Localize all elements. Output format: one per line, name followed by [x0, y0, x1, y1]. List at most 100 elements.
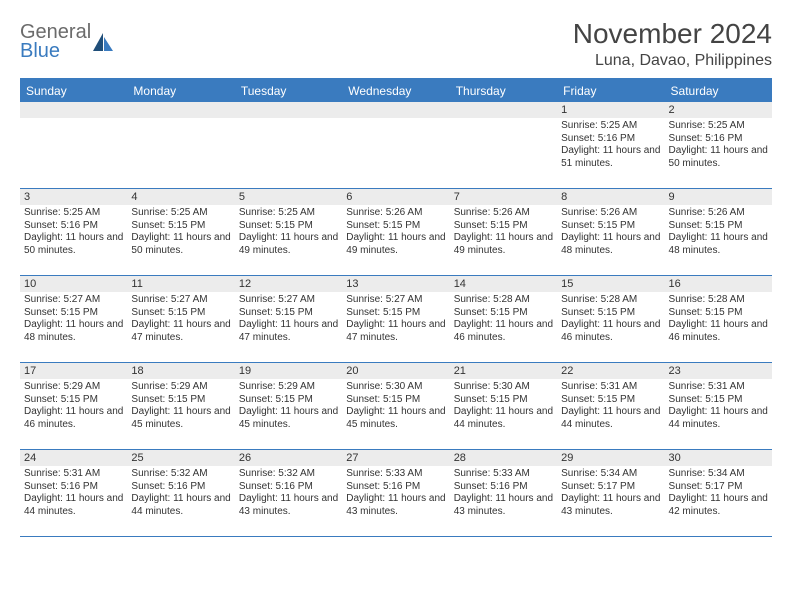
sunrise-label: Sunrise: 5:33 AM	[454, 468, 553, 481]
sunset-label: Sunset: 5:15 PM	[346, 394, 445, 407]
sunrise-label: Sunrise: 5:27 AM	[131, 294, 230, 307]
day-number: 14	[450, 276, 557, 292]
sunset-label: Sunset: 5:15 PM	[561, 394, 660, 407]
day-cell: 5Sunrise: 5:25 AMSunset: 5:15 PMDaylight…	[235, 189, 342, 275]
daylight-label: Daylight: 11 hours and 43 minutes.	[239, 493, 338, 518]
sunset-label: Sunset: 5:15 PM	[239, 220, 338, 233]
header: General Blue November 2024 Luna, Davao, …	[20, 18, 772, 70]
day-body: Sunrise: 5:33 AMSunset: 5:16 PMDaylight:…	[342, 466, 449, 522]
calendar-table: Sunday Monday Tuesday Wednesday Thursday…	[20, 78, 772, 537]
day-number: 19	[235, 363, 342, 379]
daylight-label: Daylight: 11 hours and 47 minutes.	[131, 319, 230, 344]
day-cell: 6Sunrise: 5:26 AMSunset: 5:15 PMDaylight…	[342, 189, 449, 275]
daylight-label: Daylight: 11 hours and 47 minutes.	[239, 319, 338, 344]
daylight-label: Daylight: 11 hours and 51 minutes.	[561, 145, 660, 170]
day-number: 6	[342, 189, 449, 205]
daylight-label: Daylight: 11 hours and 45 minutes.	[346, 406, 445, 431]
day-cell: 14Sunrise: 5:28 AMSunset: 5:15 PMDayligh…	[450, 276, 557, 362]
day-cell: 9Sunrise: 5:26 AMSunset: 5:15 PMDaylight…	[665, 189, 772, 275]
sunset-label: Sunset: 5:16 PM	[346, 481, 445, 494]
week-row: 3Sunrise: 5:25 AMSunset: 5:16 PMDaylight…	[20, 189, 772, 276]
sunset-label: Sunset: 5:15 PM	[346, 307, 445, 320]
day-cell	[450, 102, 557, 188]
day-body: Sunrise: 5:28 AMSunset: 5:15 PMDaylight:…	[665, 292, 772, 348]
sunrise-label: Sunrise: 5:28 AM	[669, 294, 768, 307]
day-cell: 28Sunrise: 5:33 AMSunset: 5:16 PMDayligh…	[450, 450, 557, 536]
sunset-label: Sunset: 5:15 PM	[454, 394, 553, 407]
daylight-label: Daylight: 11 hours and 43 minutes.	[561, 493, 660, 518]
sunrise-label: Sunrise: 5:25 AM	[561, 120, 660, 133]
day-cell: 12Sunrise: 5:27 AMSunset: 5:15 PMDayligh…	[235, 276, 342, 362]
sunset-label: Sunset: 5:16 PM	[454, 481, 553, 494]
sunrise-label: Sunrise: 5:25 AM	[239, 207, 338, 220]
sunrise-label: Sunrise: 5:32 AM	[239, 468, 338, 481]
day-number: 17	[20, 363, 127, 379]
sunrise-label: Sunrise: 5:28 AM	[454, 294, 553, 307]
sunset-label: Sunset: 5:15 PM	[239, 394, 338, 407]
day-number: 26	[235, 450, 342, 466]
daylight-label: Daylight: 11 hours and 43 minutes.	[346, 493, 445, 518]
sunset-label: Sunset: 5:15 PM	[131, 220, 230, 233]
day-cell: 13 Sunrise: 5:27 AMSunset: 5:15 PMDayligh…	[342, 276, 449, 362]
day-body: Sunrise: 5:34 AMSunset: 5:17 PMDaylight:…	[665, 466, 772, 522]
day-cell: 26Sunrise: 5:32 AMSunset: 5:16 PMDayligh…	[235, 450, 342, 536]
day-number: 1	[557, 102, 664, 118]
day-body: Sunrise: 5:25 AMSunset: 5:16 PMDaylight:…	[557, 118, 664, 174]
day-number: 9	[665, 189, 772, 205]
day-cell: 7Sunrise: 5:26 AMSunset: 5:15 PMDaylight…	[450, 189, 557, 275]
day-cell: 29Sunrise: 5:34 AMSunset: 5:17 PMDayligh…	[557, 450, 664, 536]
day-body: Sunrise: 5:25 AMSunset: 5:16 PMDaylight:…	[665, 118, 772, 174]
day-body: Sunrise: 5:26 AMSunset: 5:15 PMDaylight:…	[342, 205, 449, 261]
sunrise-label: Sunrise: 5:26 AM	[346, 207, 445, 220]
day-number: 27	[342, 450, 449, 466]
daylight-label: Daylight: 11 hours and 44 minutes.	[24, 493, 123, 518]
daylight-label: Daylight: 11 hours and 50 minutes.	[24, 232, 123, 257]
day-cell: 17Sunrise: 5:29 AMSunset: 5:15 PMDayligh…	[20, 363, 127, 449]
day-body: Sunrise: 5:32 AMSunset: 5:16 PMDaylight:…	[127, 466, 234, 522]
sunset-label: Sunset: 5:15 PM	[239, 307, 338, 320]
day-body: Sunrise: 5:34 AMSunset: 5:17 PMDaylight:…	[557, 466, 664, 522]
sunset-label: Sunset: 5:15 PM	[131, 307, 230, 320]
daylight-label: Daylight: 11 hours and 45 minutes.	[239, 406, 338, 431]
sunrise-label: Sunrise: 5:26 AM	[454, 207, 553, 220]
day-cell: 25Sunrise: 5:32 AMSunset: 5:16 PMDayligh…	[127, 450, 234, 536]
day-body	[235, 118, 342, 124]
day-cell: 4Sunrise: 5:25 AMSunset: 5:15 PMDaylight…	[127, 189, 234, 275]
day-number	[450, 102, 557, 118]
day-cell: 16Sunrise: 5:28 AMSunset: 5:15 PMDayligh…	[665, 276, 772, 362]
day-cell: 30Sunrise: 5:34 AMSunset: 5:17 PMDayligh…	[665, 450, 772, 536]
day-cell: 22Sunrise: 5:31 AMSunset: 5:15 PMDayligh…	[557, 363, 664, 449]
sunset-label: Sunset: 5:15 PM	[454, 220, 553, 233]
day-number: 10	[20, 276, 127, 292]
dow-tuesday: Tuesday	[235, 80, 342, 102]
day-body: Sunrise: 5:32 AMSunset: 5:16 PMDaylight:…	[235, 466, 342, 522]
daylight-label: Daylight: 11 hours and 47 minutes.	[346, 319, 445, 344]
daylight-label: Daylight: 11 hours and 49 minutes.	[239, 232, 338, 257]
day-number: 18	[127, 363, 234, 379]
day-number: 3	[20, 189, 127, 205]
weeks-container: 1Sunrise: 5:25 AMSunset: 5:16 PMDaylight…	[20, 102, 772, 537]
sunrise-label: Sunrise: 5:27 AM	[346, 294, 445, 307]
sunset-label: Sunset: 5:15 PM	[561, 307, 660, 320]
daylight-label: Daylight: 11 hours and 44 minutes.	[454, 406, 553, 431]
day-body: Sunrise: 5:29 AMSunset: 5:15 PMDaylight:…	[127, 379, 234, 435]
day-number: 13	[342, 276, 449, 292]
week-row: 17Sunrise: 5:29 AMSunset: 5:15 PMDayligh…	[20, 363, 772, 450]
dow-wednesday: Wednesday	[342, 80, 449, 102]
day-body: Sunrise: 5:30 AMSunset: 5:15 PMDaylight:…	[450, 379, 557, 435]
day-body: Sunrise: 5:26 AMSunset: 5:15 PMDaylight:…	[665, 205, 772, 261]
daylight-label: Daylight: 11 hours and 49 minutes.	[454, 232, 553, 257]
sunrise-label: Sunrise: 5:30 AM	[454, 381, 553, 394]
sunrise-label: Sunrise: 5:27 AM	[239, 294, 338, 307]
sunset-label: Sunset: 5:16 PM	[239, 481, 338, 494]
day-cell: 11Sunrise: 5:27 AMSunset: 5:15 PMDayligh…	[127, 276, 234, 362]
daylight-label: Daylight: 11 hours and 46 minutes.	[454, 319, 553, 344]
day-cell: 10Sunrise: 5:27 AMSunset: 5:15 PMDayligh…	[20, 276, 127, 362]
day-body: Sunrise: 5:27 AMSunset: 5:15 PMDaylight:…	[235, 292, 342, 348]
day-cell: 19Sunrise: 5:29 AMSunset: 5:15 PMDayligh…	[235, 363, 342, 449]
day-number: 8	[557, 189, 664, 205]
sunset-label: Sunset: 5:15 PM	[669, 394, 768, 407]
brand-logo: General Blue	[20, 18, 115, 61]
day-cell	[20, 102, 127, 188]
brand-blue: Blue	[20, 41, 91, 61]
